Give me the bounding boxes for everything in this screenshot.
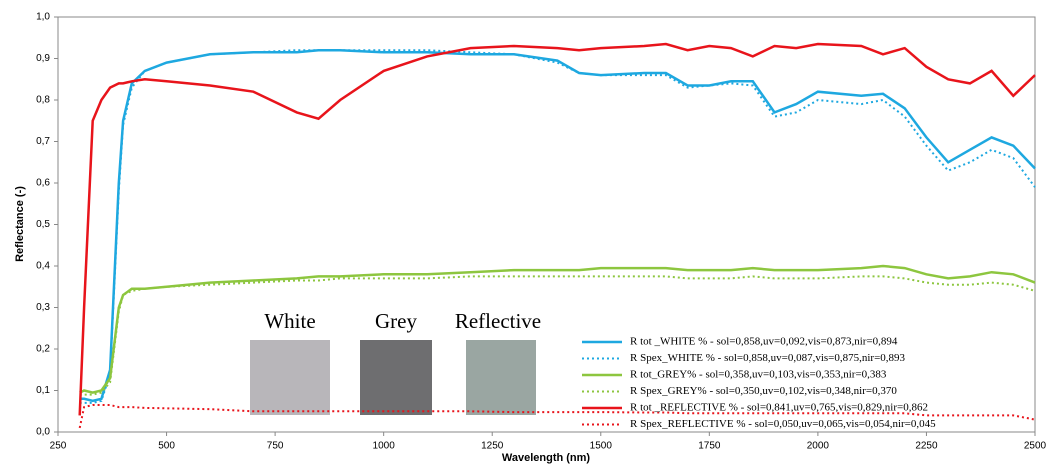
legend-label: R tot_GREY% - sol=0,358,uv=0,103,vis=0,3… [630,369,887,381]
x-tick-label: 2000 [807,441,830,452]
x-axis-label: Wavelength (nm) [502,452,591,464]
y-tick-label: 0,0 [36,427,50,438]
y-tick-label: 1,0 [36,12,50,23]
y-tick-label: 0,8 [36,95,50,106]
annotation: Grey [375,309,417,333]
y-tick-label: 0,7 [36,136,50,147]
sample-grey [360,340,432,415]
sample-reflective [466,340,536,415]
y-axis-label: Reflectance (-) [14,186,26,262]
y-tick-label: 0,3 [36,302,50,313]
legend-label: R tot _WHITE % - sol=0,858,uv=0,092,vis=… [630,336,898,348]
legend-label: R Spex_WHITE % - sol=0,858,uv=0,087,vis=… [630,352,906,364]
series-line [80,50,1035,401]
x-tick-label: 2500 [1024,441,1047,452]
x-tick-label: 250 [50,441,67,452]
x-tick-label: 750 [267,441,284,452]
x-tick-label: 1250 [481,441,504,452]
y-tick-label: 0,6 [36,178,50,189]
legend-label: R Spex_GREY% - sol=0,350,uv=0,102,vis=0,… [630,385,897,397]
x-tick-label: 1500 [590,441,613,452]
legend-label: R Spex_REFLECTIVE % - sol=0,050,uv=0,065… [630,418,936,430]
y-tick-label: 0,4 [36,261,50,272]
x-tick-label: 2250 [915,441,938,452]
x-tick-label: 1000 [373,441,396,452]
y-tick-label: 0,9 [36,53,50,64]
plot-frame [58,17,1035,432]
chart: Wavelength (nm) Reflectance (-) White Gr… [0,0,1061,465]
series-line [80,50,1035,403]
annotation: White [264,309,315,333]
series-line [80,266,1035,393]
y-tick-label: 0,5 [36,219,50,230]
sample-white [250,340,330,415]
annotation: Reflective [455,309,541,333]
legend-label: R tot _REFLECTIVE % - sol=0,841,uv=0,765… [630,402,928,414]
x-tick-label: 500 [158,441,175,452]
y-tick-label: 0,1 [36,385,50,396]
y-tick-label: 0,2 [36,344,50,355]
x-tick-label: 1750 [698,441,721,452]
